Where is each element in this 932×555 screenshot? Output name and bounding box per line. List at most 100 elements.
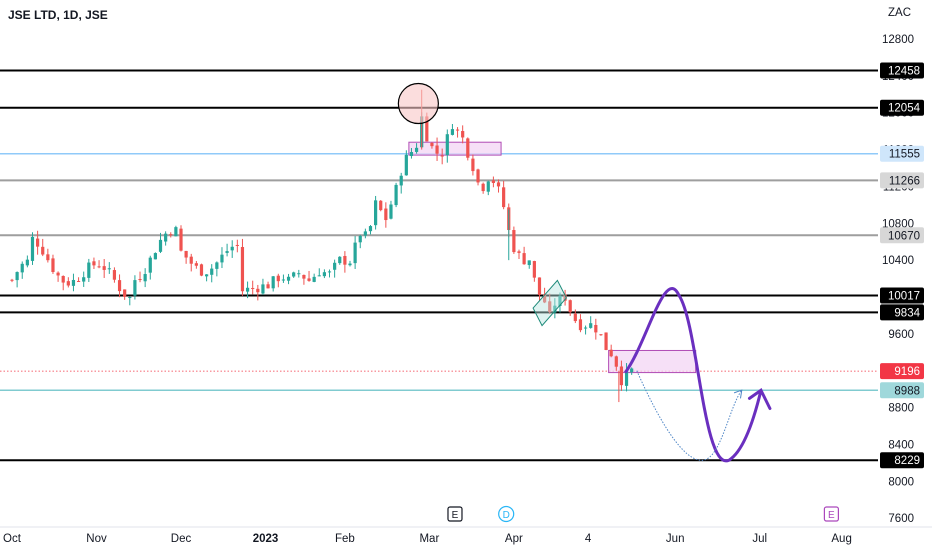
price-tag-bg bbox=[880, 145, 924, 162]
currency-label: ZAC bbox=[888, 7, 911, 19]
candle-body bbox=[20, 263, 24, 273]
candle-body bbox=[327, 271, 332, 273]
candle-body bbox=[205, 274, 209, 277]
candle-body bbox=[261, 284, 265, 294]
candle-body bbox=[558, 295, 562, 306]
x-tick-label: Apr bbox=[505, 533, 523, 545]
price-tag-11266: 11266 bbox=[889, 175, 920, 187]
candle-body bbox=[82, 277, 86, 282]
candle-body bbox=[348, 263, 352, 266]
price-tag-10017: 10017 bbox=[888, 290, 920, 302]
candle-body bbox=[583, 327, 588, 329]
candle-body bbox=[532, 261, 536, 278]
y-tick-label: 8000 bbox=[888, 476, 914, 488]
e-marker-bg[interactable] bbox=[447, 506, 463, 522]
candle-body bbox=[112, 270, 117, 280]
candle-body bbox=[563, 294, 567, 301]
price-tag-8229: 8229 bbox=[894, 455, 920, 467]
candle-body bbox=[225, 251, 229, 253]
x-tick-label: Oct bbox=[3, 533, 22, 545]
candle-body bbox=[435, 145, 439, 154]
candle-body bbox=[399, 175, 403, 186]
e-marker[interactable]: E bbox=[452, 510, 459, 521]
y-tick-label: 10400 bbox=[882, 255, 914, 267]
candle-body bbox=[194, 263, 198, 266]
candle-body bbox=[220, 254, 224, 263]
candle-body bbox=[107, 268, 111, 270]
y-tick-label: 8800 bbox=[888, 403, 914, 415]
candle-body bbox=[343, 255, 347, 265]
candle-body bbox=[36, 238, 40, 247]
price-tag-bg bbox=[880, 287, 924, 304]
candle-body bbox=[158, 239, 163, 252]
candle-body bbox=[235, 244, 239, 246]
price-tag-9196: 9196 bbox=[894, 366, 920, 378]
d-marker[interactable]: D bbox=[503, 510, 510, 521]
candle-body bbox=[543, 294, 547, 303]
candle-body bbox=[138, 279, 142, 281]
candle-body bbox=[333, 262, 337, 270]
candle-body bbox=[353, 242, 357, 264]
candle-body bbox=[430, 142, 434, 147]
candle-body bbox=[174, 227, 178, 237]
candle-body bbox=[445, 134, 449, 156]
candle-body bbox=[286, 276, 291, 281]
candle-body bbox=[481, 183, 485, 192]
x-tick-label: Jun bbox=[666, 533, 685, 545]
x-tick-label: Dec bbox=[171, 533, 192, 545]
candle-body bbox=[215, 262, 219, 269]
candle-body bbox=[455, 129, 460, 131]
price-tag-10670: 10670 bbox=[888, 230, 920, 242]
price-tag-bg bbox=[880, 382, 924, 399]
candle-body bbox=[440, 155, 444, 157]
candle-body bbox=[394, 184, 398, 206]
price-tag-12054: 12054 bbox=[888, 103, 921, 115]
forecast-arrowhead-secondary bbox=[733, 389, 743, 399]
candle-body bbox=[568, 300, 572, 313]
candle-body bbox=[491, 180, 495, 183]
candle-body bbox=[317, 275, 321, 277]
candle-body bbox=[604, 332, 608, 350]
candle-body bbox=[486, 181, 490, 192]
chart-title: JSE LTD, 1D, JSE bbox=[8, 8, 108, 22]
highlight-circle[interactable] bbox=[397, 82, 439, 125]
candle-body bbox=[512, 230, 516, 253]
price-tag-bg bbox=[880, 62, 924, 79]
candle-body bbox=[10, 279, 14, 281]
price-tag-bg bbox=[880, 452, 924, 469]
forecast-path-primary[interactable] bbox=[624, 286, 763, 463]
candle-body bbox=[374, 200, 378, 226]
candle-body bbox=[302, 274, 306, 279]
candle-body bbox=[189, 256, 193, 264]
candle-body bbox=[425, 116, 429, 142]
candle-body bbox=[97, 266, 101, 268]
candle-body bbox=[256, 288, 260, 293]
price-tag-bg bbox=[880, 227, 924, 244]
candle-body bbox=[589, 323, 593, 328]
candle-body bbox=[553, 305, 557, 313]
candle-body bbox=[312, 276, 316, 282]
e-marker-future[interactable]: E bbox=[828, 510, 835, 521]
channel-pattern[interactable] bbox=[532, 279, 567, 327]
candle-body bbox=[522, 253, 526, 265]
y-tick-label: 8400 bbox=[888, 439, 914, 451]
candle-body bbox=[199, 264, 204, 276]
candle-body bbox=[210, 268, 214, 275]
e-marker-future-bg[interactable] bbox=[823, 506, 839, 522]
x-tick-label: Feb bbox=[335, 533, 355, 545]
candle-body bbox=[15, 272, 19, 281]
forecast-path-secondary[interactable] bbox=[636, 370, 743, 461]
candle-body bbox=[46, 254, 50, 261]
y-tick-label: 12800 bbox=[882, 34, 914, 46]
candle-body bbox=[414, 147, 419, 152]
candle-body bbox=[297, 273, 301, 275]
candle-body bbox=[389, 204, 393, 219]
candle-body bbox=[471, 158, 475, 172]
d-marker-bg[interactable] bbox=[498, 505, 515, 523]
x-tick-label: 4 bbox=[585, 533, 592, 545]
y-tick-label: 7600 bbox=[888, 513, 914, 525]
candle-body bbox=[164, 233, 168, 242]
candle-body bbox=[358, 235, 362, 243]
